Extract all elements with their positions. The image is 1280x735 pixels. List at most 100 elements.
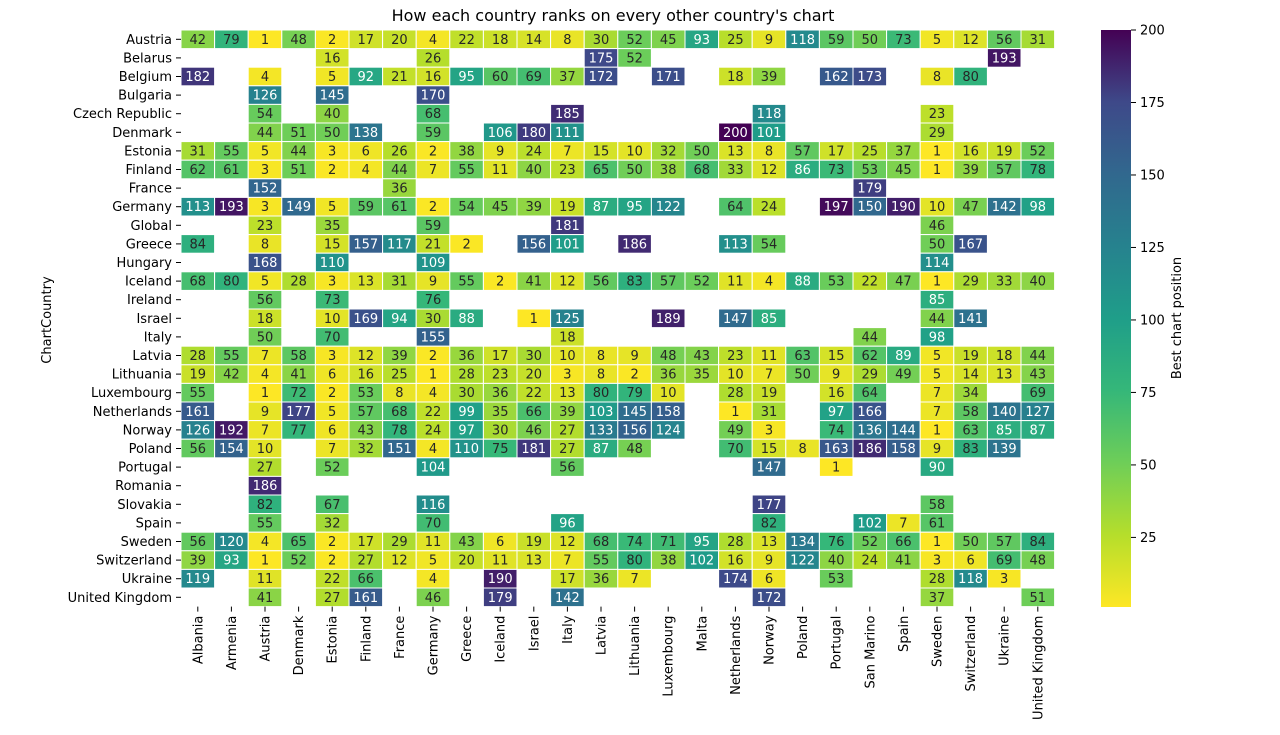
cell-value-label: 27 [559, 442, 576, 457]
cell-value-label: 8 [395, 386, 403, 401]
cell-value-label: 119 [185, 572, 210, 587]
heatmap-cell [617, 438, 652, 459]
cell-value-label: 158 [656, 405, 681, 420]
heatmap-cell [650, 420, 686, 440]
cell-value-label: 21 [391, 70, 408, 85]
cell-value-label: 1 [933, 163, 941, 178]
heatmap-cell [1020, 271, 1056, 291]
cell-value-label: 180 [521, 126, 546, 141]
cell-value-label: 36 [391, 182, 408, 197]
x-tick-label: Spain [897, 616, 912, 652]
cell-value-label: 44 [391, 163, 408, 178]
cell-value-label: 157 [353, 237, 378, 252]
y-tick-label: Switzerland [96, 554, 172, 569]
cell-value-label: 20 [391, 33, 408, 48]
cell-value-label: 31 [391, 275, 408, 290]
cell-value-label: 28 [727, 535, 744, 550]
cell-value-label: 181 [521, 442, 546, 457]
cell-value-label: 8 [933, 70, 941, 85]
cell-value-label: 52 [324, 461, 341, 476]
y-tick-label: Bulgaria [118, 89, 172, 104]
cell-value-label: 62 [190, 163, 207, 178]
cell-value-label: 5 [328, 70, 336, 85]
cell-value-label: 39 [391, 349, 408, 364]
cell-value-label: 69 [996, 554, 1013, 569]
cell-value-label: 114 [925, 256, 950, 271]
cell-value-label: 76 [425, 293, 442, 308]
cell-value-label: 36 [660, 368, 677, 383]
cell-value-label: 140 [992, 405, 1017, 420]
cell-value-label: 11 [492, 554, 509, 569]
cell-value-label: 8 [798, 442, 806, 457]
cell-value-label: 5 [261, 275, 269, 290]
cell-value-label: 19 [190, 368, 207, 383]
cell-value-label: 2 [429, 200, 437, 215]
cell-value-label: 43 [458, 535, 475, 550]
cell-value-label: 169 [353, 312, 378, 327]
cell-value-label: 89 [895, 349, 912, 364]
cell-value-label: 70 [727, 442, 744, 457]
cell-value-label: 145 [320, 89, 345, 104]
cell-value-label: 192 [219, 423, 244, 438]
cell-value-label: 166 [857, 405, 882, 420]
cell-value-label: 80 [223, 275, 240, 290]
cell-value-label: 73 [828, 163, 845, 178]
cell-value-label: 28 [727, 386, 744, 401]
cell-value-label: 43 [358, 423, 375, 438]
cell-value-label: 154 [219, 442, 244, 457]
cell-value-label: 61 [929, 516, 946, 531]
cell-value-label: 147 [757, 461, 782, 476]
cell-value-label: 74 [626, 535, 643, 550]
y-tick-label: Finland [126, 163, 172, 178]
cell-value-label: 82 [257, 498, 274, 513]
cell-value-label: 110 [320, 256, 345, 271]
cell-value-label: 55 [257, 516, 274, 531]
cell-value-label: 142 [992, 200, 1017, 215]
cell-value-label: 101 [757, 126, 782, 141]
cell-value-label: 53 [828, 572, 845, 587]
cell-value-label: 118 [757, 107, 782, 122]
cell-value-label: 162 [824, 70, 849, 85]
cell-value-label: 41 [526, 275, 543, 290]
colorbar-tick-label: 125 [1140, 241, 1165, 256]
cell-value-label: 55 [458, 275, 475, 290]
cell-value-label: 35 [694, 368, 711, 383]
cell-value-label: 95 [626, 200, 643, 215]
cell-value-label: 56 [190, 442, 207, 457]
cell-value-label: 31 [761, 405, 778, 420]
cell-value-label: 3 [563, 368, 571, 383]
cell-value-label: 16 [727, 554, 744, 569]
cell-value-label: 4 [261, 368, 269, 383]
cell-value-label: 57 [996, 163, 1013, 178]
cell-value-label: 96 [559, 516, 576, 531]
cell-value-label: 3 [261, 200, 269, 215]
cell-value-label: 68 [694, 163, 711, 178]
cell-value-label: 53 [358, 386, 375, 401]
x-tick-label: Portugal [830, 616, 845, 670]
colorbar-tick-label: 150 [1140, 168, 1165, 183]
cell-value-label: 152 [253, 182, 278, 197]
cell-value-label: 22 [862, 275, 879, 290]
y-tick-label: Lithuania [112, 368, 172, 383]
cell-value-label: 41 [290, 368, 307, 383]
heatmap-cell [617, 234, 652, 254]
cell-value-label: 17 [828, 144, 845, 159]
cell-value-label: 1 [429, 368, 437, 383]
cell-value-label: 11 [727, 275, 744, 290]
cell-value-label: 186 [857, 442, 882, 457]
cell-value-label: 22 [526, 386, 543, 401]
cell-value-label: 50 [962, 535, 979, 550]
cell-value-label: 163 [824, 442, 849, 457]
cell-value-label: 126 [185, 423, 210, 438]
cell-value-label: 11 [492, 163, 509, 178]
cell-value-label: 54 [458, 200, 475, 215]
cell-value-label: 83 [962, 442, 979, 457]
cell-value-label: 13 [526, 554, 543, 569]
heatmap-cell [953, 308, 988, 329]
cell-value-label: 24 [862, 554, 879, 569]
y-tick-label: Hungary [116, 256, 172, 271]
cell-value-label: 24 [761, 200, 778, 215]
cell-value-label: 25 [727, 33, 744, 48]
cell-value-label: 40 [324, 107, 341, 122]
cell-value-label: 122 [656, 200, 681, 215]
